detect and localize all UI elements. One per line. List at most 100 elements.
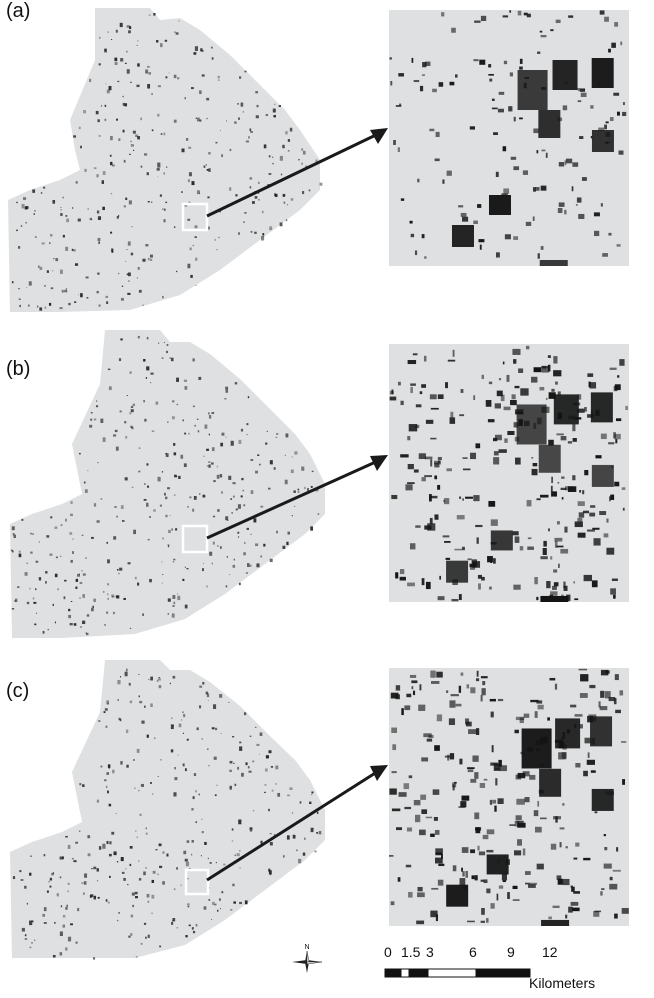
field-patch — [568, 15, 574, 18]
map-speckle — [195, 117, 197, 119]
map-speckle — [147, 201, 150, 203]
map-speckle — [69, 532, 73, 535]
field-patch — [537, 253, 540, 259]
field-block — [486, 854, 509, 875]
map-speckle — [113, 434, 117, 437]
map-speckle — [49, 885, 52, 888]
map-speckle — [93, 895, 97, 900]
map-speckle — [117, 699, 119, 701]
map-speckle — [211, 918, 213, 920]
map-speckle — [137, 266, 140, 270]
map-speckle — [59, 856, 63, 860]
map-speckle — [110, 38, 113, 41]
map-speckle — [199, 685, 203, 688]
map-speckle — [70, 501, 73, 505]
field-patch — [550, 485, 553, 492]
map-speckle — [135, 134, 138, 138]
map-speckle — [59, 307, 63, 310]
map-speckle — [24, 572, 28, 576]
map-speckle — [299, 801, 302, 804]
map-speckle — [219, 898, 221, 900]
field-patch — [555, 19, 561, 24]
field-patch — [434, 462, 440, 468]
map-speckle — [140, 165, 143, 168]
field-patch — [488, 381, 493, 385]
map-speckle — [193, 496, 197, 500]
map-speckle — [208, 899, 211, 901]
field-patch — [414, 250, 418, 256]
map-speckle — [62, 196, 64, 199]
field-patch — [562, 744, 567, 750]
field-patch — [536, 596, 539, 601]
field-patch — [562, 105, 568, 111]
map-speckle — [211, 57, 214, 60]
field-patch — [552, 585, 557, 590]
map-speckle — [259, 463, 261, 466]
map-speckle — [171, 528, 174, 531]
field-patch — [508, 106, 513, 112]
map-speckle — [55, 258, 59, 262]
map-speckle — [124, 62, 127, 64]
map-speckle — [118, 214, 120, 217]
field-patch — [532, 187, 536, 192]
map-speckle — [148, 72, 152, 75]
map-speckle — [249, 735, 252, 737]
map-speckle — [96, 210, 100, 214]
field-patch — [474, 20, 481, 23]
map-speckle — [159, 865, 163, 869]
field-patch — [436, 671, 443, 678]
field-block — [446, 884, 469, 907]
map-speckle — [138, 447, 141, 449]
map-speckle — [60, 524, 63, 526]
field-patch — [481, 576, 485, 581]
field-patch — [407, 482, 415, 485]
map-speckle — [110, 231, 113, 234]
field-patch — [425, 61, 431, 66]
map-speckle — [184, 386, 188, 390]
map-speckle — [104, 104, 107, 107]
map-speckle — [169, 357, 172, 359]
map-speckle — [206, 465, 209, 467]
field-patch — [557, 117, 563, 122]
field-patch — [511, 394, 516, 400]
field-patch — [497, 859, 500, 864]
map-speckle — [233, 901, 237, 904]
field-patch — [561, 497, 564, 500]
field-patch — [557, 391, 561, 396]
map-speckle — [316, 811, 319, 814]
field-block — [490, 530, 513, 551]
map-speckle — [71, 248, 74, 251]
field-patch — [613, 92, 620, 96]
map-speckle — [100, 498, 103, 500]
field-patch — [519, 66, 523, 70]
field-patch — [587, 414, 594, 418]
field-patch — [441, 12, 445, 17]
field-patch — [494, 767, 500, 771]
map-speckle — [106, 611, 109, 614]
map-speckle — [184, 858, 188, 862]
map-speckle — [205, 691, 209, 695]
map-speckle — [282, 545, 286, 549]
field-patch — [516, 798, 525, 805]
map-speckle — [42, 631, 45, 634]
field-patch — [466, 920, 475, 923]
map-speckle — [117, 569, 119, 571]
map-speckle — [269, 872, 272, 876]
map-speckle — [172, 605, 175, 607]
field-patch — [411, 686, 414, 690]
map-speckle — [268, 868, 271, 872]
field-patch — [525, 882, 531, 885]
field-patch — [606, 141, 608, 144]
map-speckle — [228, 475, 232, 480]
field-patch — [520, 751, 525, 755]
field-patch — [423, 733, 432, 738]
map-speckle — [20, 225, 23, 227]
map-speckle — [186, 840, 190, 843]
map-speckle — [98, 241, 101, 244]
field-patch — [437, 484, 441, 490]
field-patch — [482, 680, 486, 686]
map-speckle — [18, 298, 21, 301]
field-patch — [497, 108, 504, 113]
field-block — [446, 560, 469, 583]
map-speckle — [245, 762, 248, 766]
